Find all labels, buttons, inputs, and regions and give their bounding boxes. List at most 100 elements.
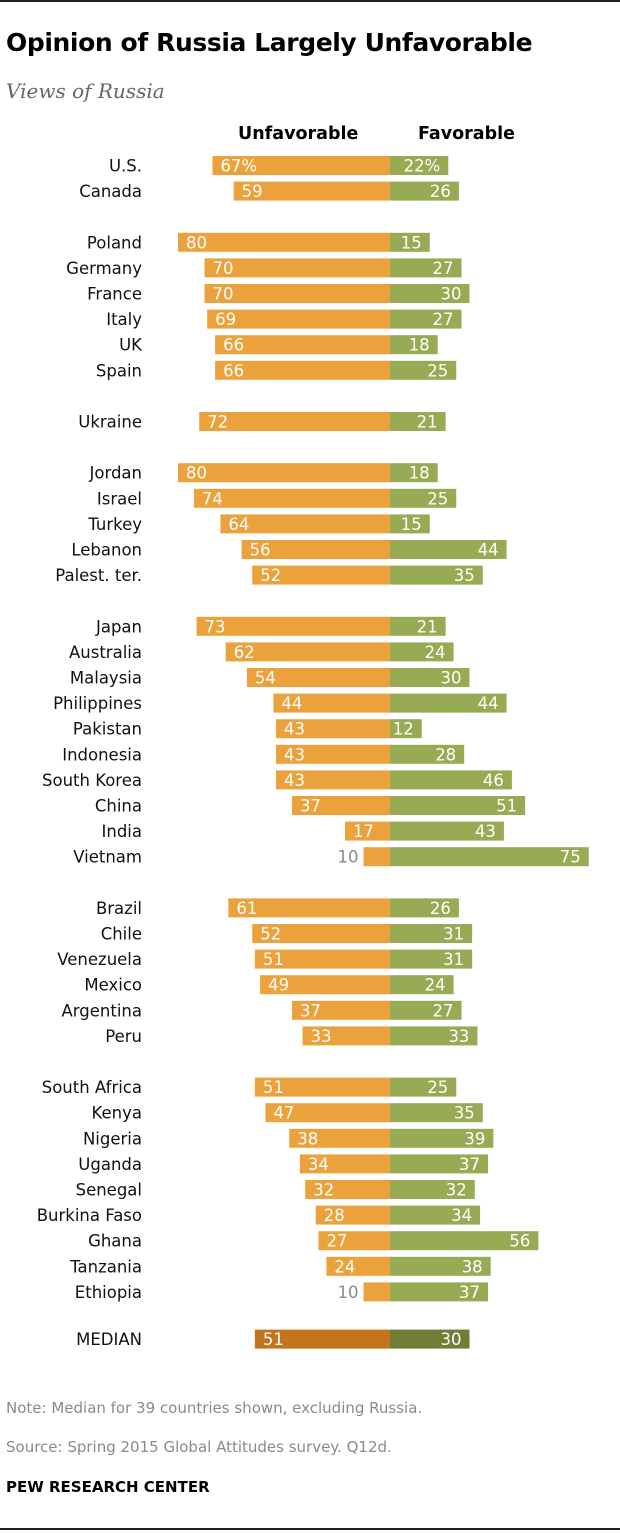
favorable-bar: [390, 847, 589, 867]
favorable-value-label: 75: [560, 848, 581, 867]
unfavorable-value-label: 43: [284, 745, 305, 764]
category-label: Jordan: [89, 464, 143, 483]
favorable-bar: [390, 181, 459, 201]
unfavorable-value-label: 72: [207, 413, 228, 432]
unfavorable-value-label: 56: [250, 541, 271, 560]
favorable-value-label: 31: [443, 925, 464, 944]
unfavorable-bar: [212, 156, 390, 175]
unfavorable-bar: [363, 847, 390, 867]
unfavorable-value-label: 80: [186, 233, 207, 252]
unfavorable-value-label: 51: [263, 950, 284, 969]
favorable-bar: [390, 1329, 470, 1349]
category-label: Philippines: [53, 694, 142, 713]
favorable-bar: [390, 668, 470, 687]
favorable-bar: [390, 1000, 462, 1020]
favorable-value-label: 12: [393, 720, 414, 739]
favorable-bar: [390, 642, 454, 662]
chart-title: Opinion of Russia Largely Unfavorable: [6, 28, 533, 57]
favorable-bar: [390, 898, 459, 918]
favorable-value-label: 24: [425, 976, 446, 995]
unfavorable-value-label: 66: [223, 336, 244, 355]
category-label: UK: [119, 336, 143, 355]
category-label: Lebanon: [71, 541, 142, 560]
unfavorable-bar: [276, 770, 390, 790]
unfavorable-bar: [315, 1205, 390, 1225]
category-label: Kenya: [92, 1104, 142, 1123]
favorable-bar: [390, 514, 430, 534]
favorable-value-label: 15: [401, 233, 422, 252]
unfavorable-value-label: 51: [263, 1078, 284, 1097]
unfavorable-bar: [254, 1329, 390, 1349]
favorable-value-label: 43: [475, 822, 496, 841]
unfavorable-value-label: 74: [202, 489, 223, 508]
favorable-value-label: 27: [433, 1001, 454, 1020]
unfavorable-value-label: 52: [260, 925, 281, 944]
category-label: Australia: [69, 643, 142, 662]
unfavorable-bar: [204, 258, 390, 278]
category-label: Senegal: [76, 1181, 142, 1200]
category-label: France: [87, 285, 142, 304]
unfavorable-bar: [276, 744, 390, 764]
unfavorable-bar: [363, 1282, 390, 1302]
unfavorable-value-label: 49: [268, 976, 289, 995]
favorable-value-label: 27: [433, 310, 454, 329]
chart-source: Source: Spring 2015 Global Attitudes sur…: [6, 1438, 392, 1456]
unfavorable-bar: [276, 719, 390, 739]
favorable-bar: [390, 1077, 457, 1097]
favorable-bar: [390, 335, 438, 355]
unfavorable-bar: [265, 1103, 390, 1123]
unfavorable-bar: [344, 821, 390, 841]
unfavorable-value-label: 64: [228, 515, 249, 534]
unfavorable-bar: [241, 540, 390, 559]
category-label: Brazil: [96, 899, 142, 918]
top-rule: [0, 0, 620, 2]
category-label: Ukraine: [78, 413, 142, 432]
unfavorable-bar: [178, 232, 390, 252]
unfavorable-bar: [246, 668, 390, 687]
category-label: Burkina Faso: [37, 1206, 142, 1225]
category-label: Nigeria: [83, 1129, 142, 1148]
favorable-bar: [390, 949, 473, 969]
favorable-bar: [390, 463, 438, 483]
unfavorable-value-label: 52: [260, 566, 281, 585]
favorable-bar: [390, 1231, 539, 1251]
unfavorable-bar: [233, 181, 390, 201]
diverging-bar-chart: U.S. 67% 22% Canada 59 26 Poland 80 15 Germany 70 2…: [37, 156, 589, 1349]
unfavorable-value-label: 80: [186, 464, 207, 483]
unfavorable-bar: [302, 1026, 390, 1046]
unfavorable-bar: [204, 284, 390, 303]
unfavorable-value-label: 43: [284, 720, 305, 739]
unfavorable-value-label: 24: [334, 1257, 355, 1276]
favorable-bar: [390, 309, 462, 329]
category-label: Germany: [66, 259, 142, 278]
unfavorable-bar: [215, 335, 390, 355]
favorable-bar: [390, 1103, 483, 1123]
favorable-value-label: 44: [478, 694, 499, 713]
unfavorable-bar: [207, 309, 390, 329]
favorable-value-label: 33: [448, 1027, 469, 1046]
unfavorable-value-label: 43: [284, 771, 305, 790]
favorable-bar: [390, 565, 483, 585]
favorable-bar: [390, 488, 457, 508]
category-label: Japan: [95, 617, 142, 636]
unfavorable-value-label: 61: [236, 899, 257, 918]
favorable-value-label: 18: [409, 464, 430, 483]
category-label: Chile: [101, 925, 142, 944]
unfavorable-value-label: 59: [242, 182, 263, 201]
unfavorable-value-label: 38: [297, 1129, 318, 1148]
category-label: Peru: [105, 1027, 142, 1046]
category-label: Ethiopia: [75, 1283, 142, 1302]
category-label: Canada: [79, 182, 142, 201]
favorable-bar: [390, 412, 446, 431]
unfavorable-bar: [273, 693, 390, 713]
category-label: Spain: [96, 361, 142, 380]
favorable-value-label: 21: [417, 617, 438, 636]
favorable-value-label: 37: [459, 1155, 480, 1174]
favorable-value-label: 26: [430, 899, 451, 918]
favorable-value-label: 18: [409, 336, 430, 355]
favorable-value-label: 37: [459, 1283, 480, 1302]
unfavorable-value-label: 37: [300, 797, 321, 816]
category-label: Italy: [106, 310, 142, 329]
unfavorable-bar: [291, 796, 390, 815]
favorable-value-label: 26: [430, 182, 451, 201]
